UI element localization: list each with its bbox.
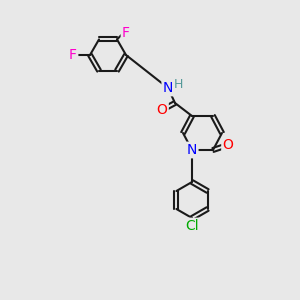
Text: F: F <box>122 26 130 40</box>
Text: F: F <box>69 48 77 62</box>
Text: O: O <box>157 103 167 117</box>
Text: O: O <box>223 138 233 152</box>
Text: N: N <box>187 143 197 157</box>
Text: Cl: Cl <box>185 219 199 233</box>
Text: H: H <box>173 79 183 92</box>
Text: N: N <box>163 81 173 95</box>
